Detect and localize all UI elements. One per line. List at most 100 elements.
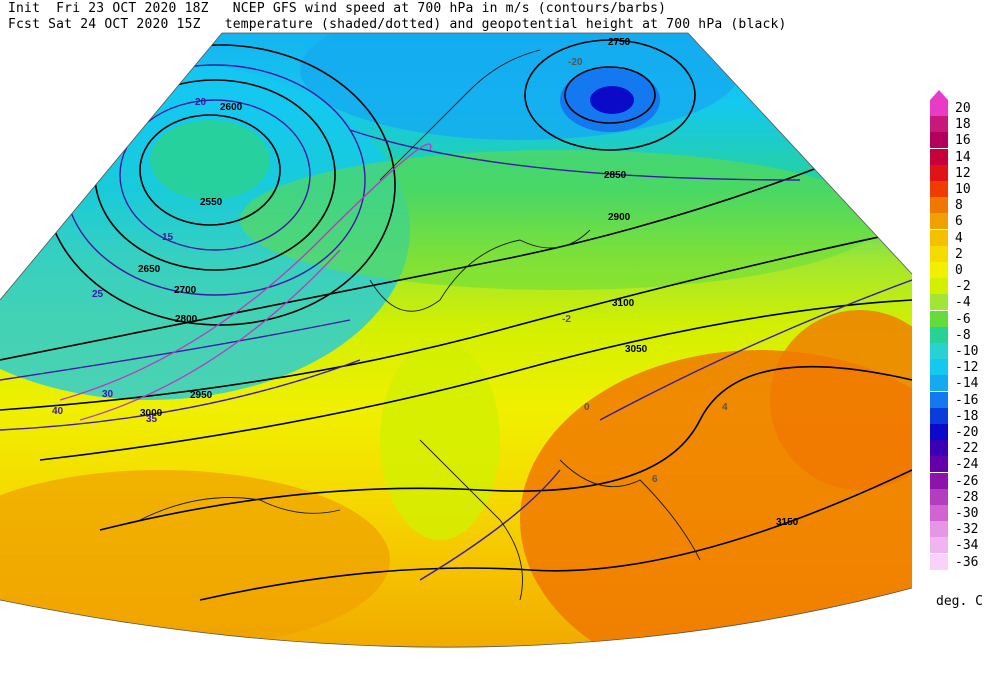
legend-swatch <box>930 181 948 197</box>
height-label: 2600 <box>220 102 243 113</box>
legend-swatch <box>930 375 948 392</box>
legend-label: 4 <box>955 230 963 246</box>
legend-swatch <box>930 359 948 376</box>
legend-label: -4 <box>955 295 971 311</box>
legend-entry: -36 <box>925 553 995 570</box>
wind-label: 20 <box>195 97 207 108</box>
chart-header: Init Fri 23 OCT 2020 18Z NCEP GFS wind s… <box>0 0 800 34</box>
legend-entry: -30 <box>925 505 995 521</box>
wind-label: 15 <box>162 232 174 243</box>
legend-entry: -20 <box>925 424 995 440</box>
temperature-legend: 20 18 16 14 12 10 8 6 4 2 0 -2 -4 -6 -8 -10 -12 -14 -16 -18… <box>925 90 995 620</box>
legend-swatch <box>930 456 948 473</box>
cool-zone-central <box>380 340 500 540</box>
coastlines <box>139 49 701 601</box>
legend-swatch <box>930 245 948 262</box>
legend-label: -18 <box>955 408 979 424</box>
legend-label: -34 <box>955 538 979 554</box>
wind-label: 30 <box>102 389 114 400</box>
legend-units: deg. C <box>936 594 983 609</box>
height-label: 2850 <box>604 170 627 181</box>
height-label: 2650 <box>138 264 161 275</box>
legend-swatch <box>930 213 948 230</box>
temperature-band-green <box>240 150 880 290</box>
temperature-dotted-lines <box>59 143 432 421</box>
legend-swatch <box>930 326 948 343</box>
height-label: 2800 <box>175 314 198 325</box>
legend-swatch <box>930 132 948 149</box>
legend-entry: -6 <box>925 310 995 327</box>
legend-label: -22 <box>955 441 979 457</box>
legend-swatch <box>930 164 948 181</box>
header-line-init: Init Fri 23 OCT 2020 18Z NCEP GFS wind s… <box>8 1 667 16</box>
legend-swatch <box>930 148 948 165</box>
legend-swatch <box>930 229 948 246</box>
cold-air-mass-core <box>150 120 270 200</box>
legend-swatch <box>930 440 948 457</box>
legend-entry: 6 <box>925 213 995 230</box>
legend-swatch <box>930 407 948 424</box>
legend-label: 6 <box>955 214 963 230</box>
legend-swatch <box>930 294 948 311</box>
legend-entry: 20 <box>925 100 995 116</box>
legend-entry: -8 <box>925 326 995 343</box>
legend-label: -30 <box>955 506 979 521</box>
legend-entry: -24 <box>925 456 995 473</box>
cold-core-deep <box>590 86 634 114</box>
weather-map: 2750 2800 2850 2900 2950 3000 3050 3100 … <box>0 32 913 648</box>
legend-swatch <box>930 116 948 133</box>
legend-label: 2 <box>955 246 963 262</box>
height-label: 3150 <box>776 517 799 528</box>
legend-swatch <box>930 310 948 327</box>
legend-label: -10 <box>955 344 979 359</box>
legend-swatch <box>930 537 948 554</box>
legend-entry: -16 <box>925 391 995 408</box>
legend-label: -20 <box>955 425 979 440</box>
legend-label: -6 <box>955 311 971 327</box>
legend-swatch <box>930 553 948 570</box>
legend-label: 16 <box>955 133 971 149</box>
legend-entry: 12 <box>925 164 995 181</box>
legend-entry: -2 <box>925 278 995 295</box>
temp-label: -2 <box>562 314 571 325</box>
legend-label: -16 <box>955 392 979 408</box>
legend-entry: -18 <box>925 407 995 424</box>
legend-entry: -22 <box>925 440 995 457</box>
legend-label: 0 <box>955 263 963 278</box>
height-label: 3000 <box>140 408 163 419</box>
legend-label: 8 <box>955 198 963 214</box>
legend-label: -36 <box>955 554 979 570</box>
legend-label: 14 <box>955 149 971 165</box>
legend-swatch <box>930 472 948 489</box>
legend-label: 10 <box>955 182 971 197</box>
legend-label: -26 <box>955 473 979 489</box>
legend-entry: -12 <box>925 359 995 376</box>
legend-entry: -4 <box>925 294 995 311</box>
height-label: 3100 <box>612 298 635 309</box>
height-label: 2750 <box>608 37 631 48</box>
legend-label: -28 <box>955 489 979 505</box>
legend-entry: -28 <box>925 488 995 505</box>
legend-entry: 0 <box>925 262 995 278</box>
height-label: 2700 <box>174 285 197 296</box>
legend-label: -8 <box>955 327 971 343</box>
header-line-forecast: Fcst Sat 24 OCT 2020 15Z temperature (sh… <box>8 17 787 32</box>
legend-entry: -26 <box>925 472 995 489</box>
temp-label: 6 <box>652 474 658 485</box>
legend-swatch <box>930 488 948 505</box>
legend-swatch <box>930 278 948 295</box>
legend-swatch <box>930 100 948 116</box>
legend-label: -12 <box>955 360 979 376</box>
wind-label: 40 <box>52 406 64 417</box>
legend-entry: 18 <box>925 116 995 133</box>
warm-air-southwest <box>0 470 390 648</box>
legend-entry: -34 <box>925 537 995 554</box>
wind-label: 35 <box>146 414 158 425</box>
legend-entry: -10 <box>925 343 995 359</box>
legend-entry: -14 <box>925 375 995 392</box>
legend-entry: 16 <box>925 132 995 149</box>
legend-entry: 10 <box>925 181 995 197</box>
legend-swatch <box>930 391 948 408</box>
height-label: 3050 <box>625 344 648 355</box>
height-label: 2950 <box>190 390 213 401</box>
